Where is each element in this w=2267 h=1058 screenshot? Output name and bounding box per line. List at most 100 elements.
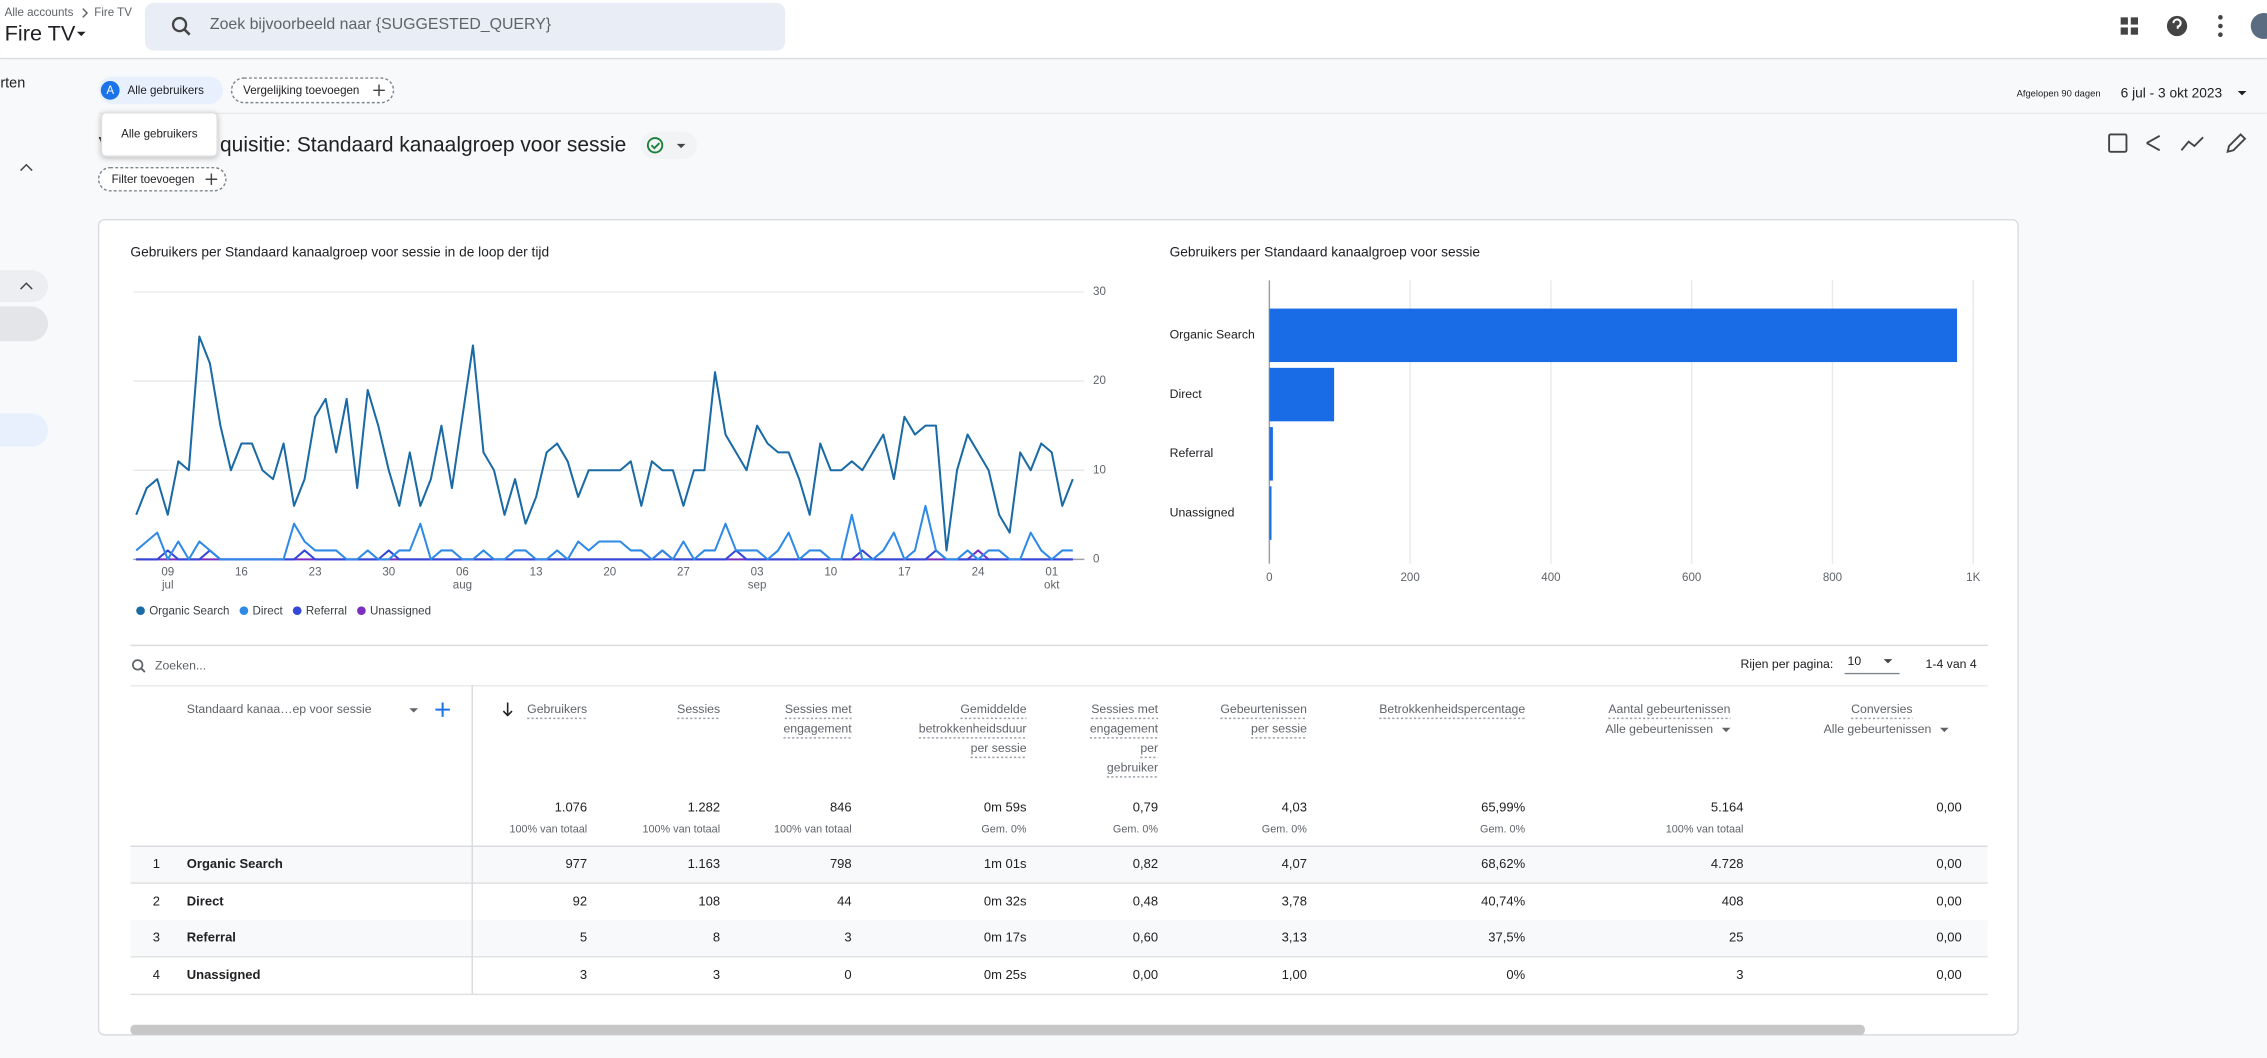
cell: 108 [698,893,720,908]
legend-swatch[interactable] [357,606,366,615]
customize-icon[interactable] [2108,133,2128,153]
cell: 5 [580,929,587,944]
column-header[interactable]: Gemiddelde [960,702,1026,716]
column-header[interactable]: Betrokkenheidspercentage [1379,702,1525,716]
legend-label[interactable]: Unassigned [370,605,431,617]
segment-chip[interactable] [98,76,223,105]
column-header[interactable]: Sessies met [1091,702,1158,716]
chevron[interactable] [20,163,33,172]
caret [1883,659,1893,664]
legend-swatch[interactable] [136,606,145,615]
bar[interactable] [1269,427,1273,481]
caret [2237,91,2247,96]
search-icon [140,667,146,673]
add-dimension[interactable] [435,702,450,717]
x-tick-sublabel: sep [748,579,767,591]
check-icon [646,137,664,154]
breadcrumb[interactable]: Fire TV [94,7,132,19]
comparison-chip[interactable] [230,77,395,104]
row-name[interactable]: Direct [187,893,225,908]
column-header[interactable]: per sessie [971,741,1027,755]
column-header[interactable]: Conversies [1851,702,1912,716]
row-name[interactable]: Organic Search [187,856,283,871]
x-tick-label: 400 [1541,572,1560,584]
column-filter[interactable]: Alle gebeurtenissen [1824,722,1932,736]
legend-label[interactable]: Direct [253,605,284,617]
share-icon[interactable] [2146,135,2161,152]
total-note: Gem. 0% [1262,823,1308,835]
caret [676,143,686,149]
cell: 0m 32s [984,893,1027,908]
bar[interactable] [1269,367,1335,422]
column-header[interactable]: Gebeurtenissen [1220,702,1307,716]
cell: 3 [713,967,720,982]
table-search[interactable]: Zoeken... [155,659,206,673]
search-box[interactable] [144,2,786,51]
avatar[interactable] [2250,13,2267,40]
y-tick-label: Unassigned [1170,505,1235,519]
legend-label[interactable]: Referral [306,605,347,617]
x-tick-label: 200 [1401,572,1420,584]
total-note: 100% van totaal [642,823,720,835]
column-header[interactable]: Gebruikers [527,702,587,716]
property-name[interactable]: Fire TV [5,20,76,45]
scrollbar[interactable] [130,1024,1865,1035]
column-header[interactable]: per sessie [1251,721,1307,735]
date-range[interactable]: 6 jul - 3 okt 2023 [2121,86,2223,101]
row-name[interactable]: Referral [187,929,236,944]
sidebar-pill[interactable] [0,306,49,342]
status-chip[interactable] [640,131,698,159]
x-tick-label: 17 [898,566,911,578]
report-title: quisitie: Standaard kanaalgroep voor ses… [220,134,626,157]
x-tick-sublabel: jul [161,579,174,591]
column-filter[interactable]: Alle gebeurtenissen [1605,722,1713,736]
bar[interactable] [1269,308,1958,363]
column-header[interactable]: Aantal gebeurtenissen [1608,702,1730,716]
cell: 68,62% [1481,856,1526,871]
bar-chart-title: Gebruikers per Standaard kanaalgroep voo… [1170,245,1481,260]
x-tick-label: 1K [1966,572,1980,584]
column-header[interactable]: betrokkenheidsduur [919,721,1027,735]
legend-label[interactable]: Organic Search [149,605,229,617]
column-header[interactable]: Sessies met [785,702,852,716]
x-tick-label: 800 [1823,572,1842,584]
sidebar-item[interactable]: rten [0,76,25,92]
bar[interactable] [1269,486,1272,540]
insights-icon[interactable] [2180,136,2204,151]
y-tick-label: Direct [1170,387,1203,401]
x-tick-label: 01 [1045,566,1058,578]
cell: 0% [1506,967,1525,982]
filter-chip[interactable] [97,166,227,192]
x-tick-label: 09 [161,566,174,578]
row-name[interactable]: Unassigned [187,967,261,982]
dimension-header[interactable]: Standaard kanaa…ep voor sessie [187,702,372,716]
cell: 25 [1729,929,1743,944]
edit-icon[interactable] [2226,133,2247,154]
x-tick-sublabel: okt [1044,579,1060,591]
rows-per-page[interactable]: 10 [1848,654,1862,668]
column-header[interactable]: engagement [783,721,852,735]
x-tick-label: 13 [530,566,543,578]
breadcrumb-sep [82,8,89,18]
line-series [135,335,1074,552]
caret [1721,727,1731,733]
sidebar-pill[interactable] [0,413,49,447]
breadcrumb[interactable]: Alle accounts [5,7,74,19]
column-header[interactable]: Sessies [677,702,720,716]
total-note: 100% van totaal [509,823,587,835]
total-note: 100% van totaal [1666,823,1744,835]
more-icon[interactable] [2218,15,2223,38]
segment-badge-bg [100,80,120,100]
cell: 0 [844,967,851,982]
cell: 0m 17s [984,929,1027,944]
total-value: 846 [830,799,852,814]
column-header[interactable]: engagement [1090,721,1159,735]
row-rank: 2 [153,893,160,908]
cell: 1m 01s [984,856,1027,871]
column-header[interactable]: per [1140,741,1158,755]
legend-swatch[interactable] [239,606,249,615]
column-header[interactable]: gebruiker [1107,760,1158,774]
apps-icon[interactable] [2120,17,2139,35]
check-icon [650,142,661,150]
legend-swatch[interactable] [292,606,302,615]
